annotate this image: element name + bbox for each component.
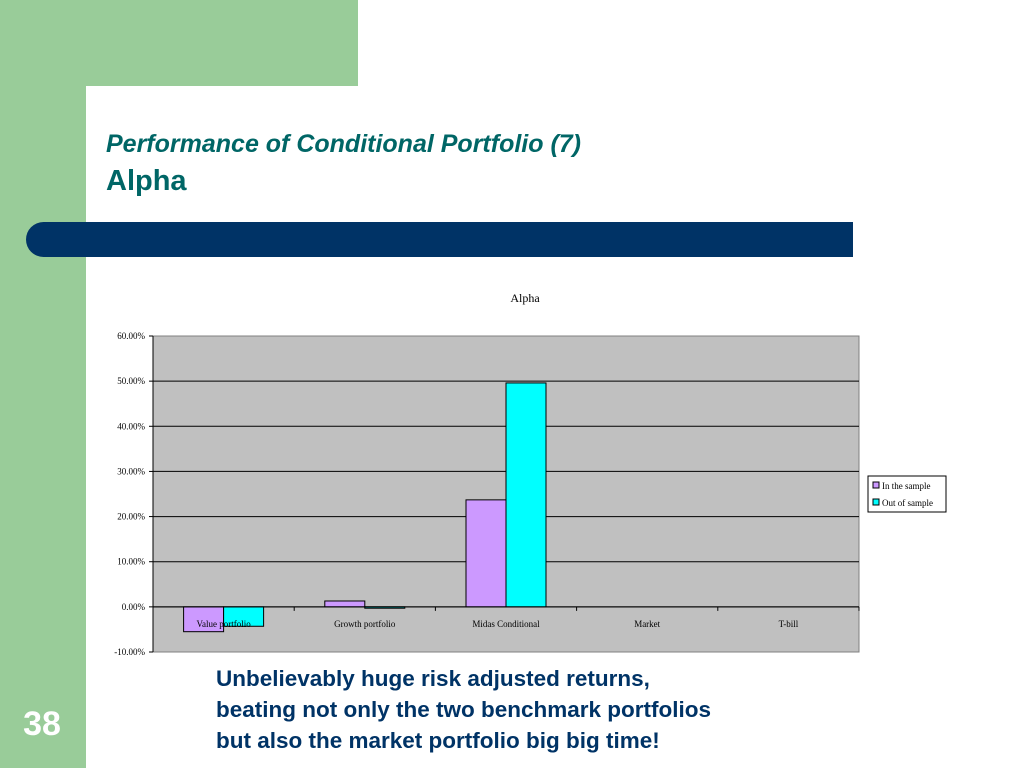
bars bbox=[183, 382, 547, 633]
bar bbox=[505, 382, 547, 608]
slide-subtitle: Alpha bbox=[106, 165, 187, 197]
y-tick-label: 50.00% bbox=[117, 376, 145, 386]
legend-box bbox=[867, 475, 947, 513]
y-tick-label: 10.00% bbox=[117, 557, 145, 567]
x-tick-label: Market bbox=[634, 619, 660, 629]
slide-caption: Unbelievably huge risk adjusted returns,… bbox=[216, 663, 816, 756]
x-tick-label: Midas Conditional bbox=[472, 619, 540, 629]
x-tick-label: Growth portfolio bbox=[334, 619, 396, 629]
bar bbox=[183, 606, 225, 633]
axes: 60.00% 50.00% 40.00% 30.00% 20.00% 10.00% 0.00… bbox=[114, 331, 860, 657]
slide-number: 38 bbox=[23, 705, 61, 743]
y-tick-label: 20.00% bbox=[117, 512, 145, 522]
caption-line: Unbelievably huge risk adjusted returns, bbox=[216, 666, 650, 691]
y-tick-label: 60.00% bbox=[117, 331, 145, 341]
y-tick-label: 0.00% bbox=[122, 602, 146, 612]
legend-swatch bbox=[872, 498, 880, 506]
left-decorative-band bbox=[0, 0, 86, 768]
title-divider-bar bbox=[26, 222, 853, 257]
top-decorative-band bbox=[86, 0, 358, 86]
x-tick-label: Value portfolio bbox=[196, 619, 251, 629]
slide-title: Performance of Conditional Portfolio (7) bbox=[106, 130, 582, 158]
y-tick-label: 40.00% bbox=[117, 421, 145, 431]
bar bbox=[324, 600, 366, 608]
chart-title: Alpha bbox=[510, 291, 540, 305]
chart-legend: In the sample Out of sample bbox=[867, 475, 947, 513]
bar bbox=[465, 499, 507, 608]
y-tick-label: -10.00% bbox=[114, 647, 145, 657]
x-tick-label: T-bill bbox=[779, 619, 799, 629]
caption-line: but also the market portfolio big big ti… bbox=[216, 728, 660, 753]
legend-swatch bbox=[872, 481, 880, 489]
y-tick-label: 30.00% bbox=[117, 466, 145, 476]
legend-label: In the sample bbox=[882, 481, 931, 491]
caption-line: beating not only the two benchmark portf… bbox=[216, 697, 712, 722]
legend-label: Out of sample bbox=[882, 498, 933, 508]
